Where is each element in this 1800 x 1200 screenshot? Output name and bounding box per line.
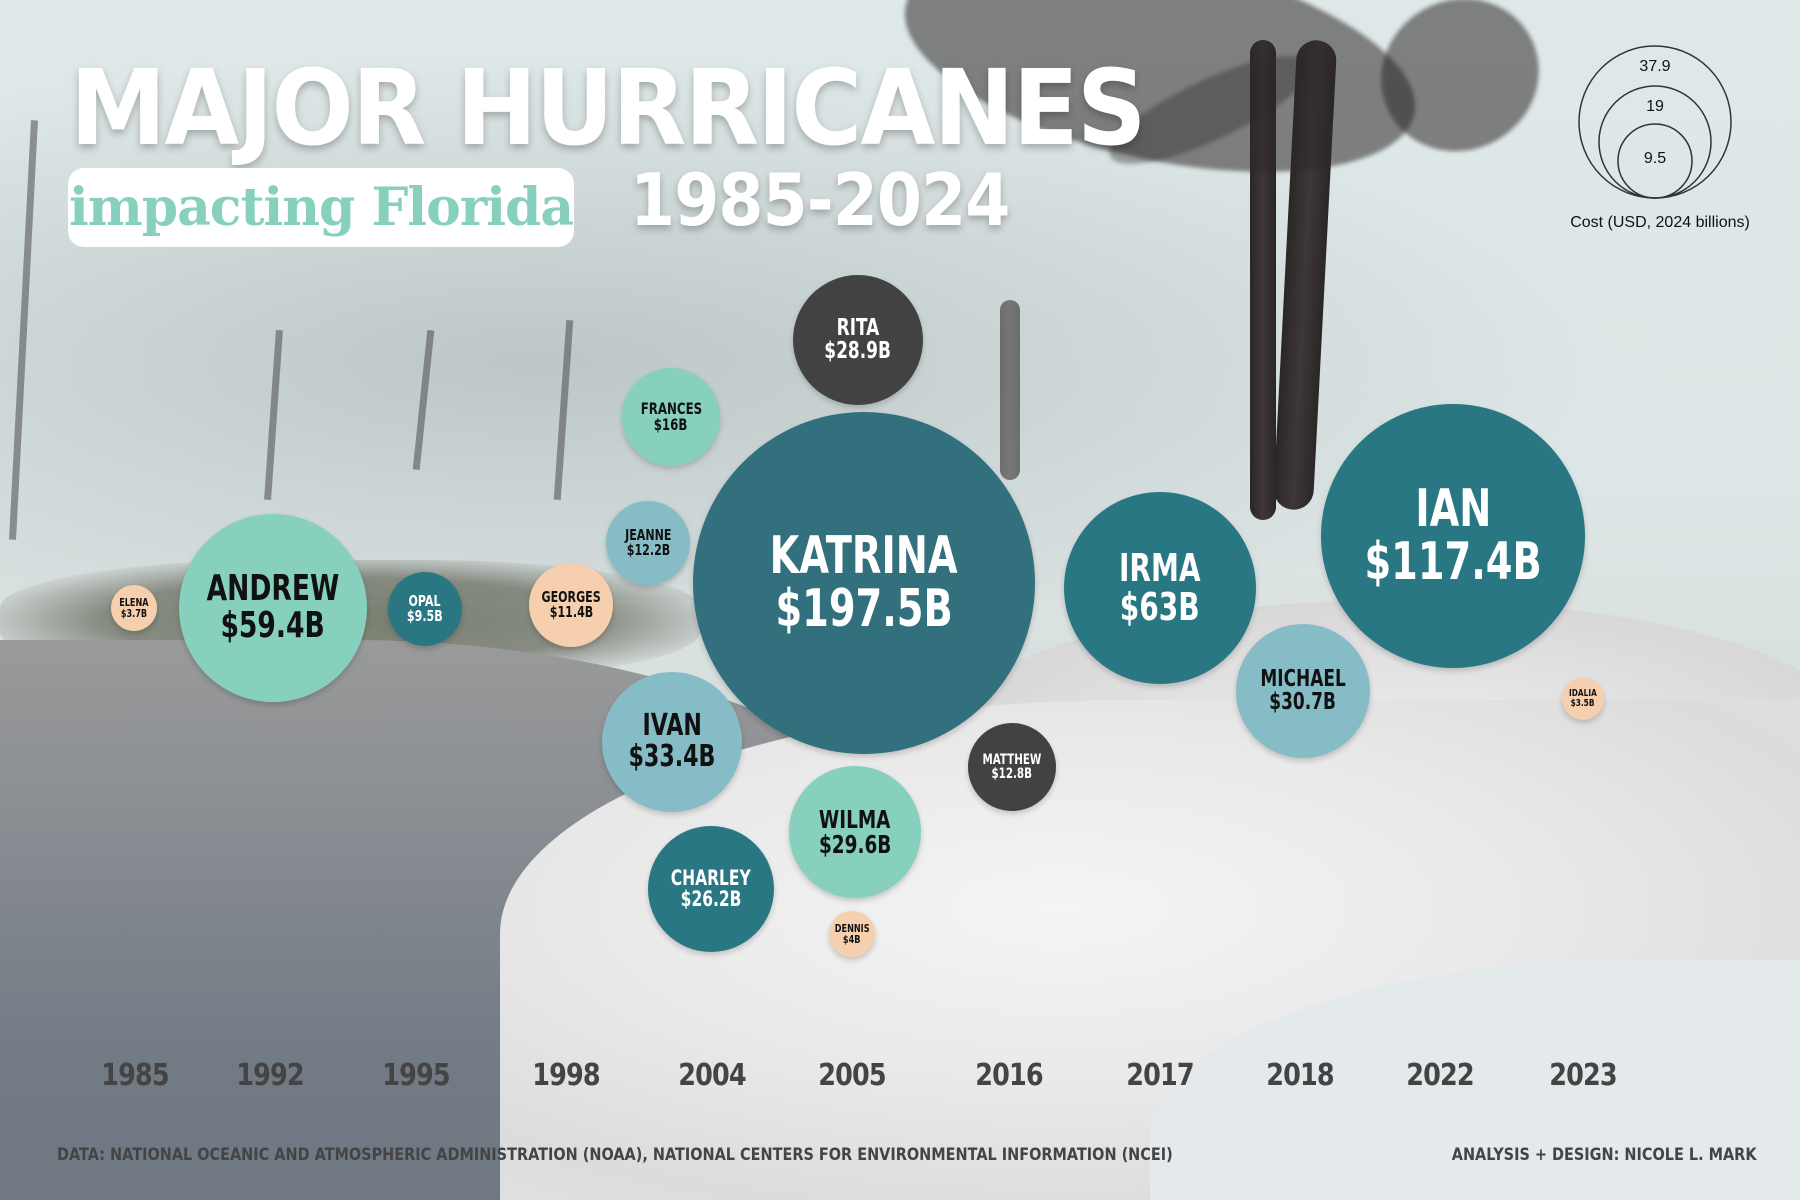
hurricane-bubble-dennis[interactable]: DENNIS $4B xyxy=(829,911,875,957)
legend-value-medium: 19 xyxy=(1646,98,1664,115)
year-label: 1998 xyxy=(532,1058,600,1093)
palm-trunk-icon xyxy=(1000,300,1020,480)
year-label: 1985 xyxy=(101,1058,169,1093)
hurricane-name: IRMA xyxy=(1119,546,1201,591)
hurricane-cost: $28.9B xyxy=(824,338,892,364)
hurricane-bubble-matthew[interactable]: MATTHEW $12.8B xyxy=(968,723,1056,811)
year-label: 2018 xyxy=(1266,1058,1334,1093)
hurricane-cost: $9.5B xyxy=(407,607,443,625)
hurricane-name: FRANCES xyxy=(640,398,702,418)
year-label: 2005 xyxy=(818,1058,886,1093)
hurricane-cost: $3.7B xyxy=(120,607,148,620)
hurricane-cost: $117.4B xyxy=(1364,532,1542,592)
hurricane-bubble-wilma[interactable]: WILMA $29.6B xyxy=(789,766,921,898)
hurricane-bubble-jeanne[interactable]: JEANNE $12.2B xyxy=(606,501,690,585)
hurricane-bubble-opal[interactable]: OPAL $9.5B xyxy=(388,572,462,646)
hurricane-bubble-ivan[interactable]: IVAN $33.4B xyxy=(602,672,742,812)
hurricane-name: IDALIA xyxy=(1569,687,1597,699)
year-label: 2023 xyxy=(1549,1058,1617,1093)
hurricane-bubble-andrew[interactable]: ANDREW $59.4B xyxy=(179,514,367,702)
hurricane-name: OPAL xyxy=(408,591,442,610)
nested-circles-icon xyxy=(1578,45,1732,199)
subtitle-pill: impacting Florida xyxy=(68,168,574,247)
hurricane-bubble-elena[interactable]: ELENA $3.7B xyxy=(111,585,157,631)
hurricane-name: KATRINA xyxy=(770,525,958,586)
hurricane-name: JEANNE xyxy=(624,525,672,544)
hurricane-cost: $3.5B xyxy=(1571,698,1595,709)
hurricane-bubble-georges[interactable]: GEORGES $11.4B xyxy=(529,563,613,647)
hurricane-cost: $33.4B xyxy=(628,739,716,774)
main-title: MAJOR HURRICANES xyxy=(70,47,1147,169)
subtitle: impacting Florida xyxy=(68,177,574,238)
hurricane-name: WILMA xyxy=(819,804,891,834)
hurricane-cost: $26.2B xyxy=(680,887,742,911)
hurricane-cost: $12.8B xyxy=(991,766,1033,782)
hurricane-bubble-charley[interactable]: CHARLEY $26.2B xyxy=(648,826,774,952)
hurricane-name: ANDREW xyxy=(206,568,340,610)
hurricane-cost: $63B xyxy=(1120,585,1200,629)
palm-tree-icon xyxy=(553,319,574,501)
year-label: 2017 xyxy=(1126,1058,1194,1093)
palm-tree-icon xyxy=(9,120,38,540)
legend-value-small: 9.5 xyxy=(1643,150,1667,167)
year-label: 2016 xyxy=(975,1058,1043,1093)
hurricane-bubble-rita[interactable]: RITA $28.9B xyxy=(793,275,923,405)
hurricane-name: IVAN xyxy=(642,708,702,744)
hurricane-bubble-idalia[interactable]: IDALIA $3.5B xyxy=(1562,678,1604,720)
hurricane-name: DENNIS xyxy=(834,921,870,935)
legend-value-large: 37.9 xyxy=(1639,58,1671,75)
palm-trunk-icon xyxy=(1272,39,1338,511)
palm-tree-icon xyxy=(264,329,283,501)
hurricane-bubble-michael[interactable]: MICHAEL $30.7B xyxy=(1236,624,1370,758)
hurricane-cost: $11.4B xyxy=(549,603,593,621)
hurricane-cost: $30.7B xyxy=(1269,689,1337,715)
hurricane-bubble-katrina[interactable]: KATRINA $197.5B xyxy=(693,412,1035,754)
hurricane-cost: $197.5B xyxy=(775,579,953,639)
hurricane-name: MATTHEW xyxy=(982,751,1042,768)
year-label: 1992 xyxy=(236,1058,304,1093)
hurricane-name: ELENA xyxy=(119,595,149,609)
hurricane-cost: $29.6B xyxy=(818,830,892,859)
hurricane-name: MICHAEL xyxy=(1260,665,1346,692)
year-label: 2022 xyxy=(1406,1058,1474,1093)
data-source-credit: DATA: NATIONAL OCEANIC AND ATMOSPHERIC A… xyxy=(57,1145,1173,1165)
hurricane-bubble-ian[interactable]: IAN $117.4B xyxy=(1321,404,1585,668)
palm-tree-icon xyxy=(412,330,435,470)
palm-frond-icon xyxy=(1353,0,1567,180)
palm-trunk-icon xyxy=(1250,40,1276,520)
hurricane-name: CHARLEY xyxy=(671,865,751,890)
hurricane-bubble-frances[interactable]: FRANCES $16B xyxy=(622,368,720,466)
year-range: 1985-2024 xyxy=(630,158,1010,242)
hurricane-cost: $4B xyxy=(843,933,861,946)
hurricane-cost: $16B xyxy=(654,415,688,434)
size-legend: 37.9 19 9.5 xyxy=(1560,40,1760,240)
hurricane-name: RITA xyxy=(836,314,880,341)
hurricane-cost: $12.2B xyxy=(626,541,670,559)
author-credit: ANALYSIS + DESIGN: NICOLE L. MARK xyxy=(1452,1145,1757,1165)
hurricane-name: GEORGES xyxy=(541,587,601,606)
year-label: 2004 xyxy=(678,1058,746,1093)
hurricane-bubble-irma[interactable]: IRMA $63B xyxy=(1064,492,1256,684)
year-label: 1995 xyxy=(382,1058,450,1093)
hurricane-cost: $59.4B xyxy=(220,605,326,646)
legend-caption: Cost (USD, 2024 billions) xyxy=(1570,214,1750,231)
hurricane-name: IAN xyxy=(1414,478,1492,539)
